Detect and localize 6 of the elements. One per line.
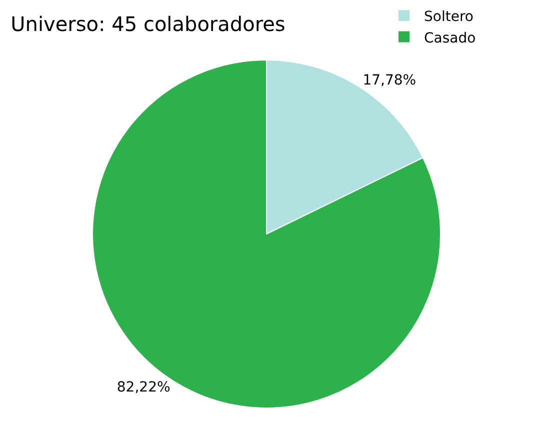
pie-slice: [92, 60, 441, 408]
legend-label: Casado: [424, 30, 476, 46]
data-label: 82,22%: [116, 379, 170, 396]
legend-label: Soltero: [424, 9, 474, 26]
data-label: 17,78%: [362, 72, 416, 89]
chart-title: Universo: 45 colaboradores: [10, 12, 286, 36]
